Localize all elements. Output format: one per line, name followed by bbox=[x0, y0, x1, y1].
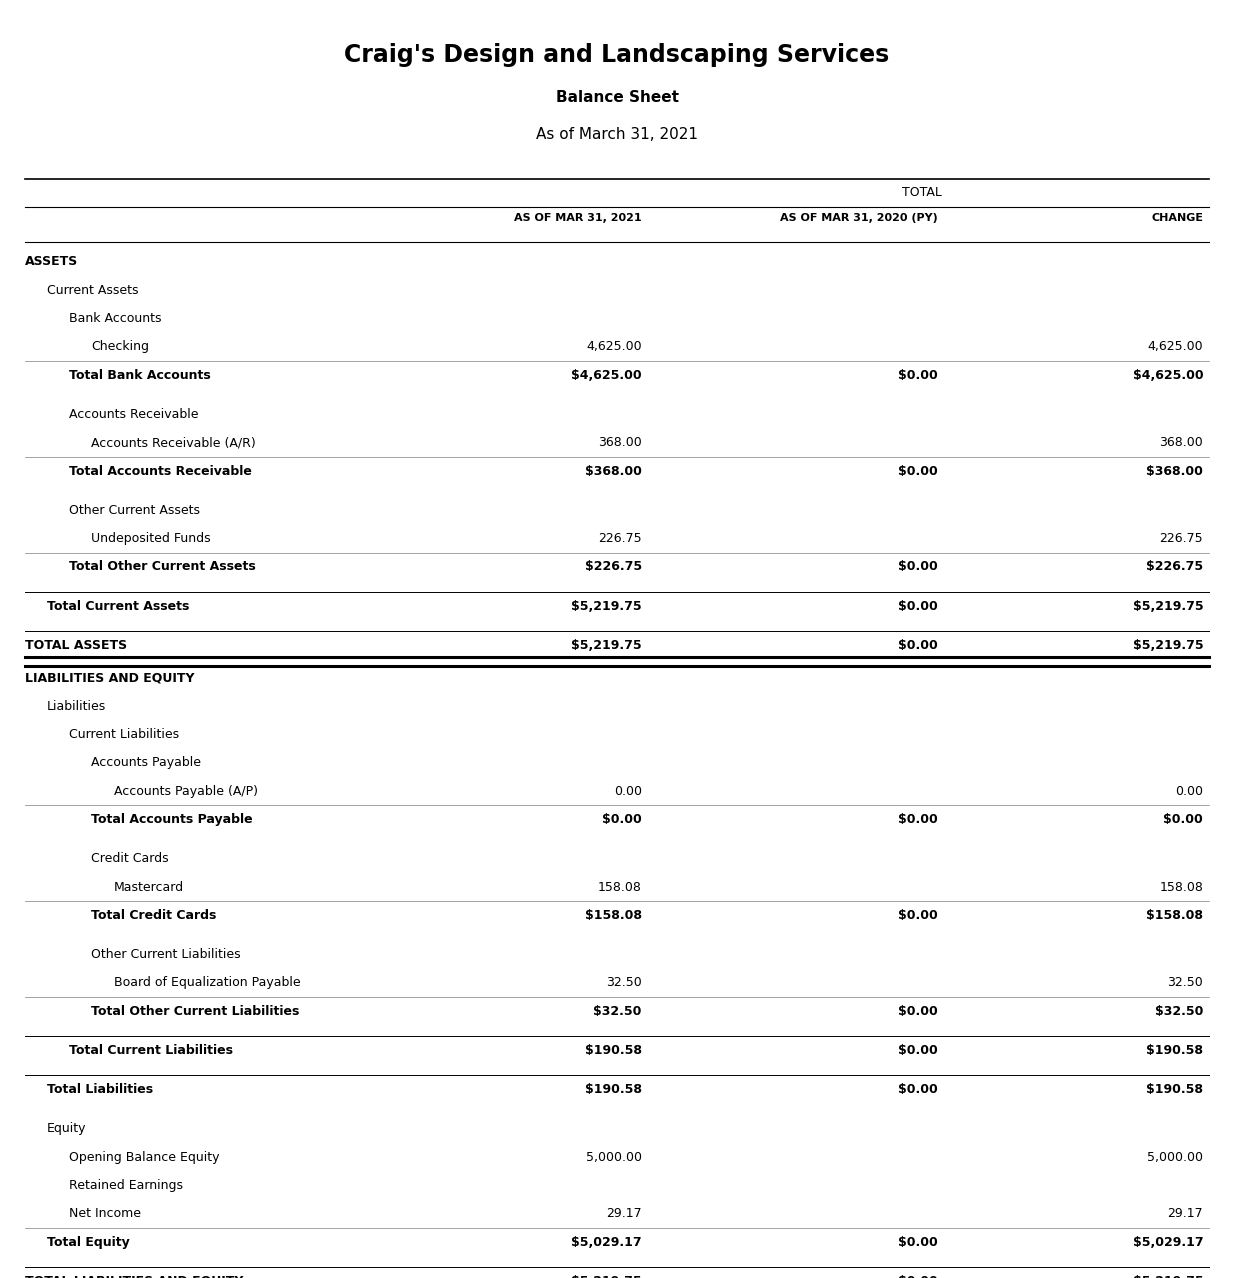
Text: Liabilities: Liabilities bbox=[47, 699, 106, 713]
Text: AS OF MAR 31, 2021: AS OF MAR 31, 2021 bbox=[515, 213, 642, 224]
Text: Accounts Receivable: Accounts Receivable bbox=[69, 408, 199, 420]
Text: $5,029.17: $5,029.17 bbox=[1133, 1236, 1203, 1249]
Text: Net Income: Net Income bbox=[69, 1208, 141, 1220]
Text: $226.75: $226.75 bbox=[585, 561, 642, 574]
Text: $0.00: $0.00 bbox=[898, 639, 938, 652]
Text: 226.75: 226.75 bbox=[598, 532, 642, 546]
Text: Total Current Liabilities: Total Current Liabilities bbox=[69, 1044, 233, 1057]
Text: 158.08: 158.08 bbox=[597, 881, 642, 893]
Text: $226.75: $226.75 bbox=[1146, 561, 1203, 574]
Text: $5,219.75: $5,219.75 bbox=[1133, 1275, 1203, 1278]
Text: $0.00: $0.00 bbox=[898, 813, 938, 826]
Text: Accounts Payable (A/P): Accounts Payable (A/P) bbox=[114, 785, 258, 797]
Text: Board of Equalization Payable: Board of Equalization Payable bbox=[114, 976, 300, 989]
Text: $0.00: $0.00 bbox=[898, 1236, 938, 1249]
Text: 0.00: 0.00 bbox=[613, 785, 642, 797]
Text: 226.75: 226.75 bbox=[1160, 532, 1203, 546]
Text: ASSETS: ASSETS bbox=[25, 256, 78, 268]
Text: $5,219.75: $5,219.75 bbox=[571, 599, 642, 612]
Text: $0.00: $0.00 bbox=[898, 1044, 938, 1057]
Text: Total Accounts Payable: Total Accounts Payable bbox=[91, 813, 253, 826]
Text: $0.00: $0.00 bbox=[602, 813, 642, 826]
Text: $190.58: $190.58 bbox=[585, 1044, 642, 1057]
Text: 368.00: 368.00 bbox=[598, 436, 642, 450]
Text: $0.00: $0.00 bbox=[898, 369, 938, 382]
Text: $5,219.75: $5,219.75 bbox=[571, 639, 642, 652]
Text: Total Credit Cards: Total Credit Cards bbox=[91, 909, 217, 921]
Text: 0.00: 0.00 bbox=[1175, 785, 1203, 797]
Text: Retained Earnings: Retained Earnings bbox=[69, 1180, 183, 1192]
Text: $158.08: $158.08 bbox=[1146, 909, 1203, 921]
Text: Craig's Design and Landscaping Services: Craig's Design and Landscaping Services bbox=[344, 43, 890, 68]
Text: $4,625.00: $4,625.00 bbox=[571, 369, 642, 382]
Text: Total Other Current Liabilities: Total Other Current Liabilities bbox=[91, 1005, 300, 1017]
Text: 29.17: 29.17 bbox=[606, 1208, 642, 1220]
Text: Credit Cards: Credit Cards bbox=[91, 852, 169, 865]
Text: $0.00: $0.00 bbox=[898, 1275, 938, 1278]
Text: Checking: Checking bbox=[91, 340, 149, 354]
Text: 4,625.00: 4,625.00 bbox=[586, 340, 642, 354]
Text: Undeposited Funds: Undeposited Funds bbox=[91, 532, 211, 546]
Text: $0.00: $0.00 bbox=[898, 1005, 938, 1017]
Text: $0.00: $0.00 bbox=[898, 465, 938, 478]
Text: $190.58: $190.58 bbox=[1146, 1084, 1203, 1097]
Text: $5,219.75: $5,219.75 bbox=[571, 1275, 642, 1278]
Text: Current Liabilities: Current Liabilities bbox=[69, 728, 179, 741]
Text: $190.58: $190.58 bbox=[585, 1084, 642, 1097]
Text: Balance Sheet: Balance Sheet bbox=[555, 89, 679, 105]
Text: Total Bank Accounts: Total Bank Accounts bbox=[69, 369, 211, 382]
Text: Total Other Current Assets: Total Other Current Assets bbox=[69, 561, 255, 574]
Text: AS OF MAR 31, 2020 (PY): AS OF MAR 31, 2020 (PY) bbox=[780, 213, 938, 224]
Text: LIABILITIES AND EQUITY: LIABILITIES AND EQUITY bbox=[25, 671, 194, 684]
Text: As of March 31, 2021: As of March 31, 2021 bbox=[536, 127, 698, 142]
Text: $0.00: $0.00 bbox=[898, 1084, 938, 1097]
Text: Accounts Payable: Accounts Payable bbox=[91, 757, 201, 769]
Text: 32.50: 32.50 bbox=[1167, 976, 1203, 989]
Text: $5,219.75: $5,219.75 bbox=[1133, 599, 1203, 612]
Text: 5,000.00: 5,000.00 bbox=[1148, 1150, 1203, 1164]
Text: $0.00: $0.00 bbox=[898, 599, 938, 612]
Text: Mastercard: Mastercard bbox=[114, 881, 184, 893]
Text: Accounts Receivable (A/R): Accounts Receivable (A/R) bbox=[91, 436, 257, 450]
Text: TOTAL ASSETS: TOTAL ASSETS bbox=[25, 639, 127, 652]
Text: Current Assets: Current Assets bbox=[47, 284, 138, 296]
Text: 4,625.00: 4,625.00 bbox=[1148, 340, 1203, 354]
Text: $4,625.00: $4,625.00 bbox=[1133, 369, 1203, 382]
Text: TOTAL LIABILITIES AND EQUITY: TOTAL LIABILITIES AND EQUITY bbox=[25, 1275, 243, 1278]
Text: $32.50: $32.50 bbox=[594, 1005, 642, 1017]
Text: $32.50: $32.50 bbox=[1155, 1005, 1203, 1017]
Text: $368.00: $368.00 bbox=[585, 465, 642, 478]
Text: $158.08: $158.08 bbox=[585, 909, 642, 921]
Text: $5,029.17: $5,029.17 bbox=[571, 1236, 642, 1249]
Text: 158.08: 158.08 bbox=[1159, 881, 1203, 893]
Text: $0.00: $0.00 bbox=[898, 909, 938, 921]
Text: Total Equity: Total Equity bbox=[47, 1236, 130, 1249]
Text: $190.58: $190.58 bbox=[1146, 1044, 1203, 1057]
Text: Total Current Assets: Total Current Assets bbox=[47, 599, 189, 612]
Text: $368.00: $368.00 bbox=[1146, 465, 1203, 478]
Text: 5,000.00: 5,000.00 bbox=[586, 1150, 642, 1164]
Text: $0.00: $0.00 bbox=[898, 561, 938, 574]
Text: Other Current Liabilities: Other Current Liabilities bbox=[91, 948, 241, 961]
Text: 29.17: 29.17 bbox=[1167, 1208, 1203, 1220]
Text: TOTAL: TOTAL bbox=[902, 187, 943, 199]
Text: CHANGE: CHANGE bbox=[1151, 213, 1203, 224]
Text: Bank Accounts: Bank Accounts bbox=[69, 312, 162, 325]
Text: 368.00: 368.00 bbox=[1160, 436, 1203, 450]
Text: Total Accounts Receivable: Total Accounts Receivable bbox=[69, 465, 252, 478]
Text: Other Current Assets: Other Current Assets bbox=[69, 504, 200, 516]
Text: Opening Balance Equity: Opening Balance Equity bbox=[69, 1150, 220, 1164]
Text: $0.00: $0.00 bbox=[1164, 813, 1203, 826]
Text: Total Liabilities: Total Liabilities bbox=[47, 1084, 153, 1097]
Text: 32.50: 32.50 bbox=[606, 976, 642, 989]
Text: Equity: Equity bbox=[47, 1122, 86, 1135]
Text: $5,219.75: $5,219.75 bbox=[1133, 639, 1203, 652]
